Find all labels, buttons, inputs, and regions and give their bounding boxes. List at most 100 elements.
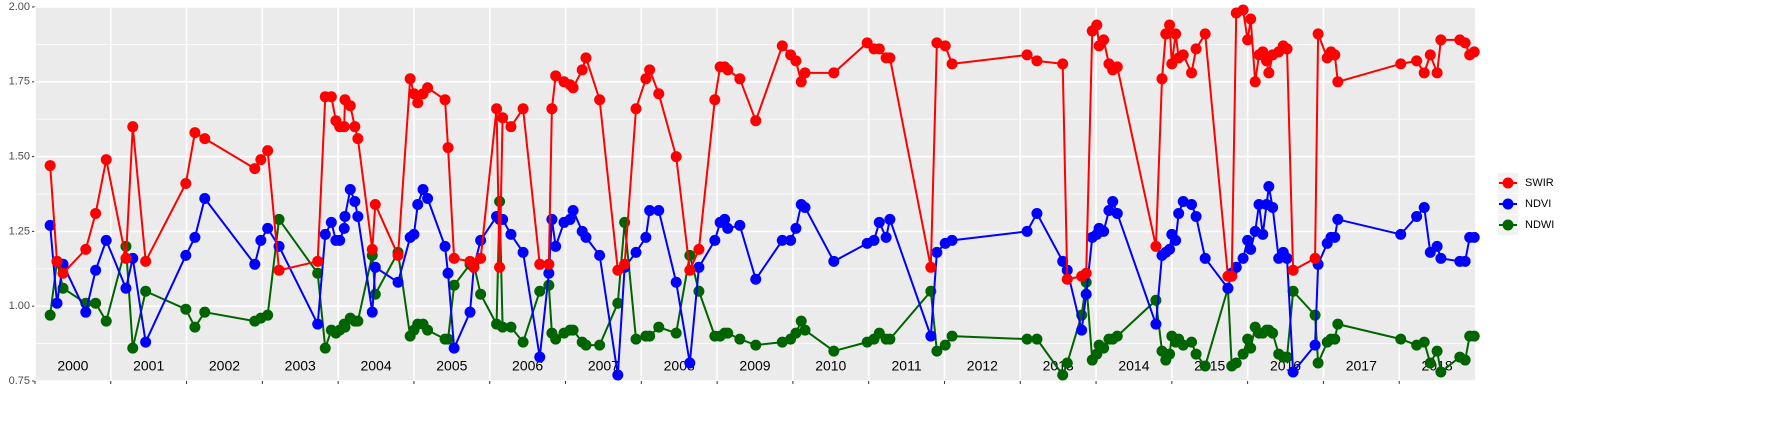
point — [1332, 76, 1344, 88]
point — [946, 330, 958, 342]
year-label: 2011 — [892, 358, 922, 374]
point — [80, 243, 92, 255]
point — [1190, 348, 1202, 360]
point — [534, 351, 546, 363]
point — [100, 234, 112, 246]
point — [722, 327, 734, 339]
point — [550, 240, 562, 252]
point — [1057, 255, 1069, 267]
point — [1263, 181, 1275, 193]
point — [262, 309, 274, 321]
point — [567, 82, 579, 94]
year-label: 2009 — [739, 358, 770, 374]
point — [1312, 357, 1324, 369]
point — [1468, 46, 1480, 58]
point — [1076, 324, 1088, 336]
point — [1173, 207, 1185, 219]
point — [1418, 201, 1430, 213]
point — [1329, 231, 1341, 243]
point — [369, 288, 381, 300]
point — [199, 192, 211, 204]
point — [1395, 228, 1407, 240]
point — [1263, 67, 1275, 79]
point — [80, 306, 92, 318]
point — [442, 142, 454, 154]
point — [312, 318, 324, 330]
point — [505, 228, 517, 240]
point — [366, 306, 378, 318]
point — [1177, 49, 1189, 61]
point — [734, 73, 746, 85]
year-label: 2001 — [133, 358, 164, 374]
point — [51, 297, 63, 309]
point — [1222, 282, 1234, 294]
point — [57, 267, 69, 279]
point — [693, 261, 705, 273]
point — [931, 37, 943, 49]
point — [273, 240, 285, 252]
point — [439, 94, 451, 106]
point — [1287, 264, 1299, 276]
point — [339, 210, 351, 222]
point — [1164, 19, 1176, 31]
point — [1281, 43, 1293, 55]
point — [1281, 252, 1293, 264]
point — [140, 285, 152, 297]
point — [412, 198, 424, 210]
point — [352, 133, 364, 145]
point — [630, 246, 642, 258]
point — [1186, 336, 1198, 348]
point — [1199, 252, 1211, 264]
point — [946, 234, 958, 246]
point — [1287, 366, 1299, 378]
point — [1156, 73, 1168, 85]
point — [931, 345, 943, 357]
point — [799, 67, 811, 79]
point — [1150, 294, 1162, 306]
point — [312, 255, 324, 267]
point — [1245, 243, 1257, 255]
point — [1031, 207, 1043, 219]
point — [1395, 333, 1407, 345]
point — [828, 345, 840, 357]
point — [576, 64, 588, 76]
point — [722, 222, 734, 234]
point — [1164, 243, 1176, 255]
point — [475, 288, 487, 300]
point — [795, 315, 807, 327]
point — [349, 195, 361, 207]
point — [1021, 49, 1033, 61]
point — [344, 100, 356, 112]
point — [90, 264, 102, 276]
point — [505, 121, 517, 133]
point — [349, 121, 361, 133]
point — [44, 309, 56, 321]
point — [1190, 43, 1202, 55]
point — [468, 261, 480, 273]
point — [1160, 28, 1172, 40]
point — [939, 339, 951, 351]
point — [1098, 342, 1110, 354]
point — [339, 321, 351, 333]
point — [189, 321, 201, 333]
point — [448, 279, 460, 291]
point — [684, 264, 696, 276]
point — [180, 249, 192, 261]
legend-point — [1502, 198, 1514, 210]
point — [1242, 34, 1254, 46]
point — [1418, 336, 1430, 348]
point — [750, 339, 762, 351]
point — [352, 315, 364, 327]
point — [939, 40, 951, 52]
point — [1245, 342, 1257, 354]
point — [475, 234, 487, 246]
point — [1245, 13, 1257, 25]
point — [180, 303, 192, 315]
point — [790, 55, 802, 67]
point — [1287, 285, 1299, 297]
point — [546, 213, 558, 225]
point — [925, 330, 937, 342]
year-label: 2010 — [815, 358, 846, 374]
point — [140, 255, 152, 267]
y-tick-label: 1.25 — [9, 225, 30, 237]
